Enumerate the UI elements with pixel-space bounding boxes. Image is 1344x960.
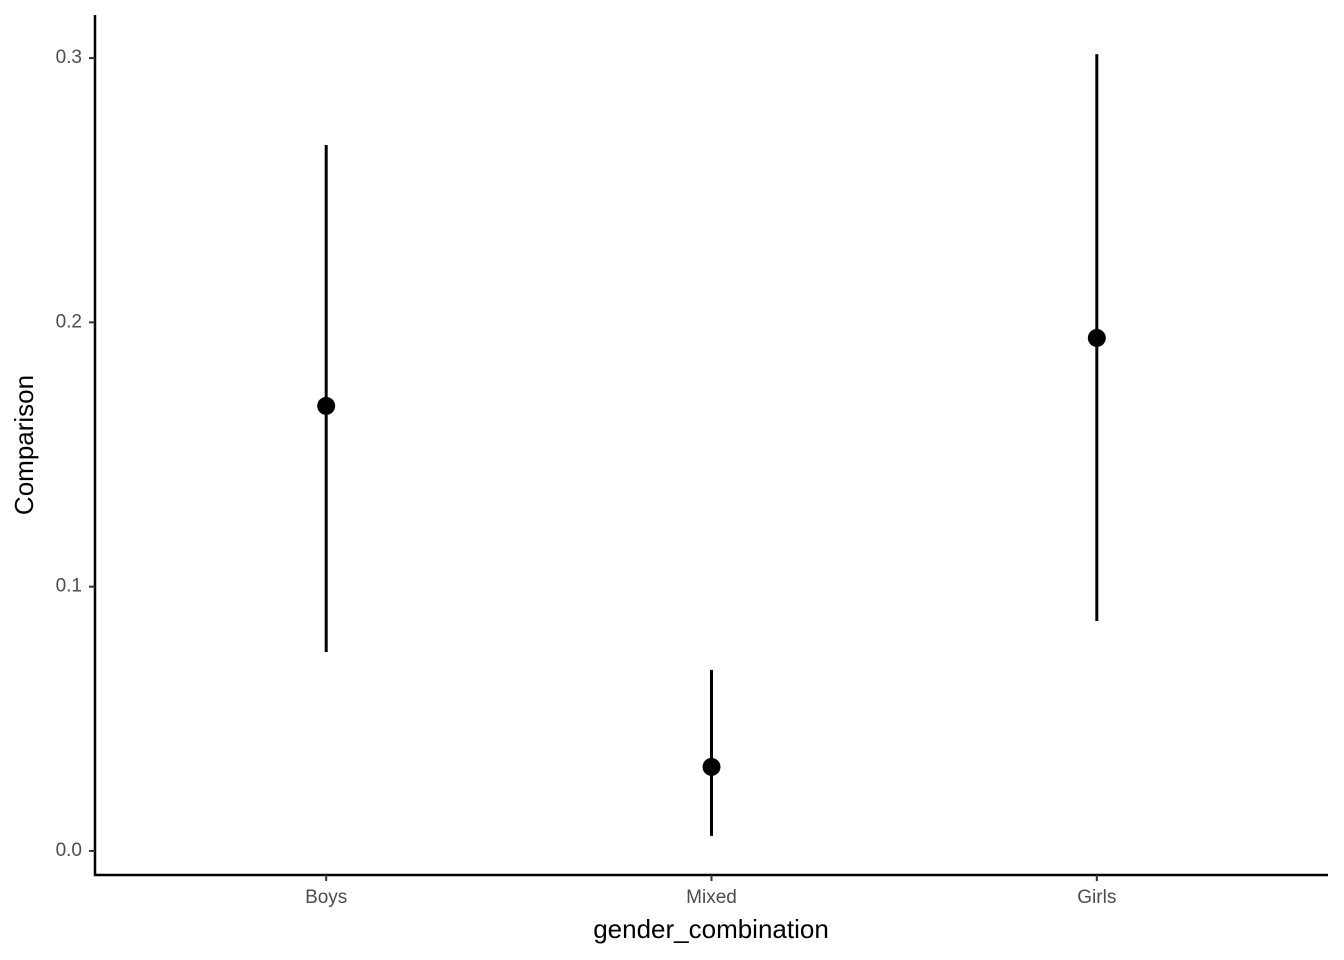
y-axis-title: Comparison	[9, 375, 39, 515]
y-tick-label: 0.3	[56, 47, 82, 68]
x-axis-title: gender_combination	[593, 914, 829, 944]
point	[702, 757, 721, 776]
x-tick-label: Boys	[305, 887, 347, 908]
y-tick-label: 0.1	[56, 576, 82, 597]
y-tick-label: 0.0	[56, 840, 82, 861]
point	[1087, 328, 1106, 347]
point	[317, 396, 336, 415]
x-tick-label: Mixed	[686, 887, 737, 908]
y-tick-label: 0.2	[56, 311, 82, 332]
x-tick-label: Girls	[1077, 887, 1116, 908]
